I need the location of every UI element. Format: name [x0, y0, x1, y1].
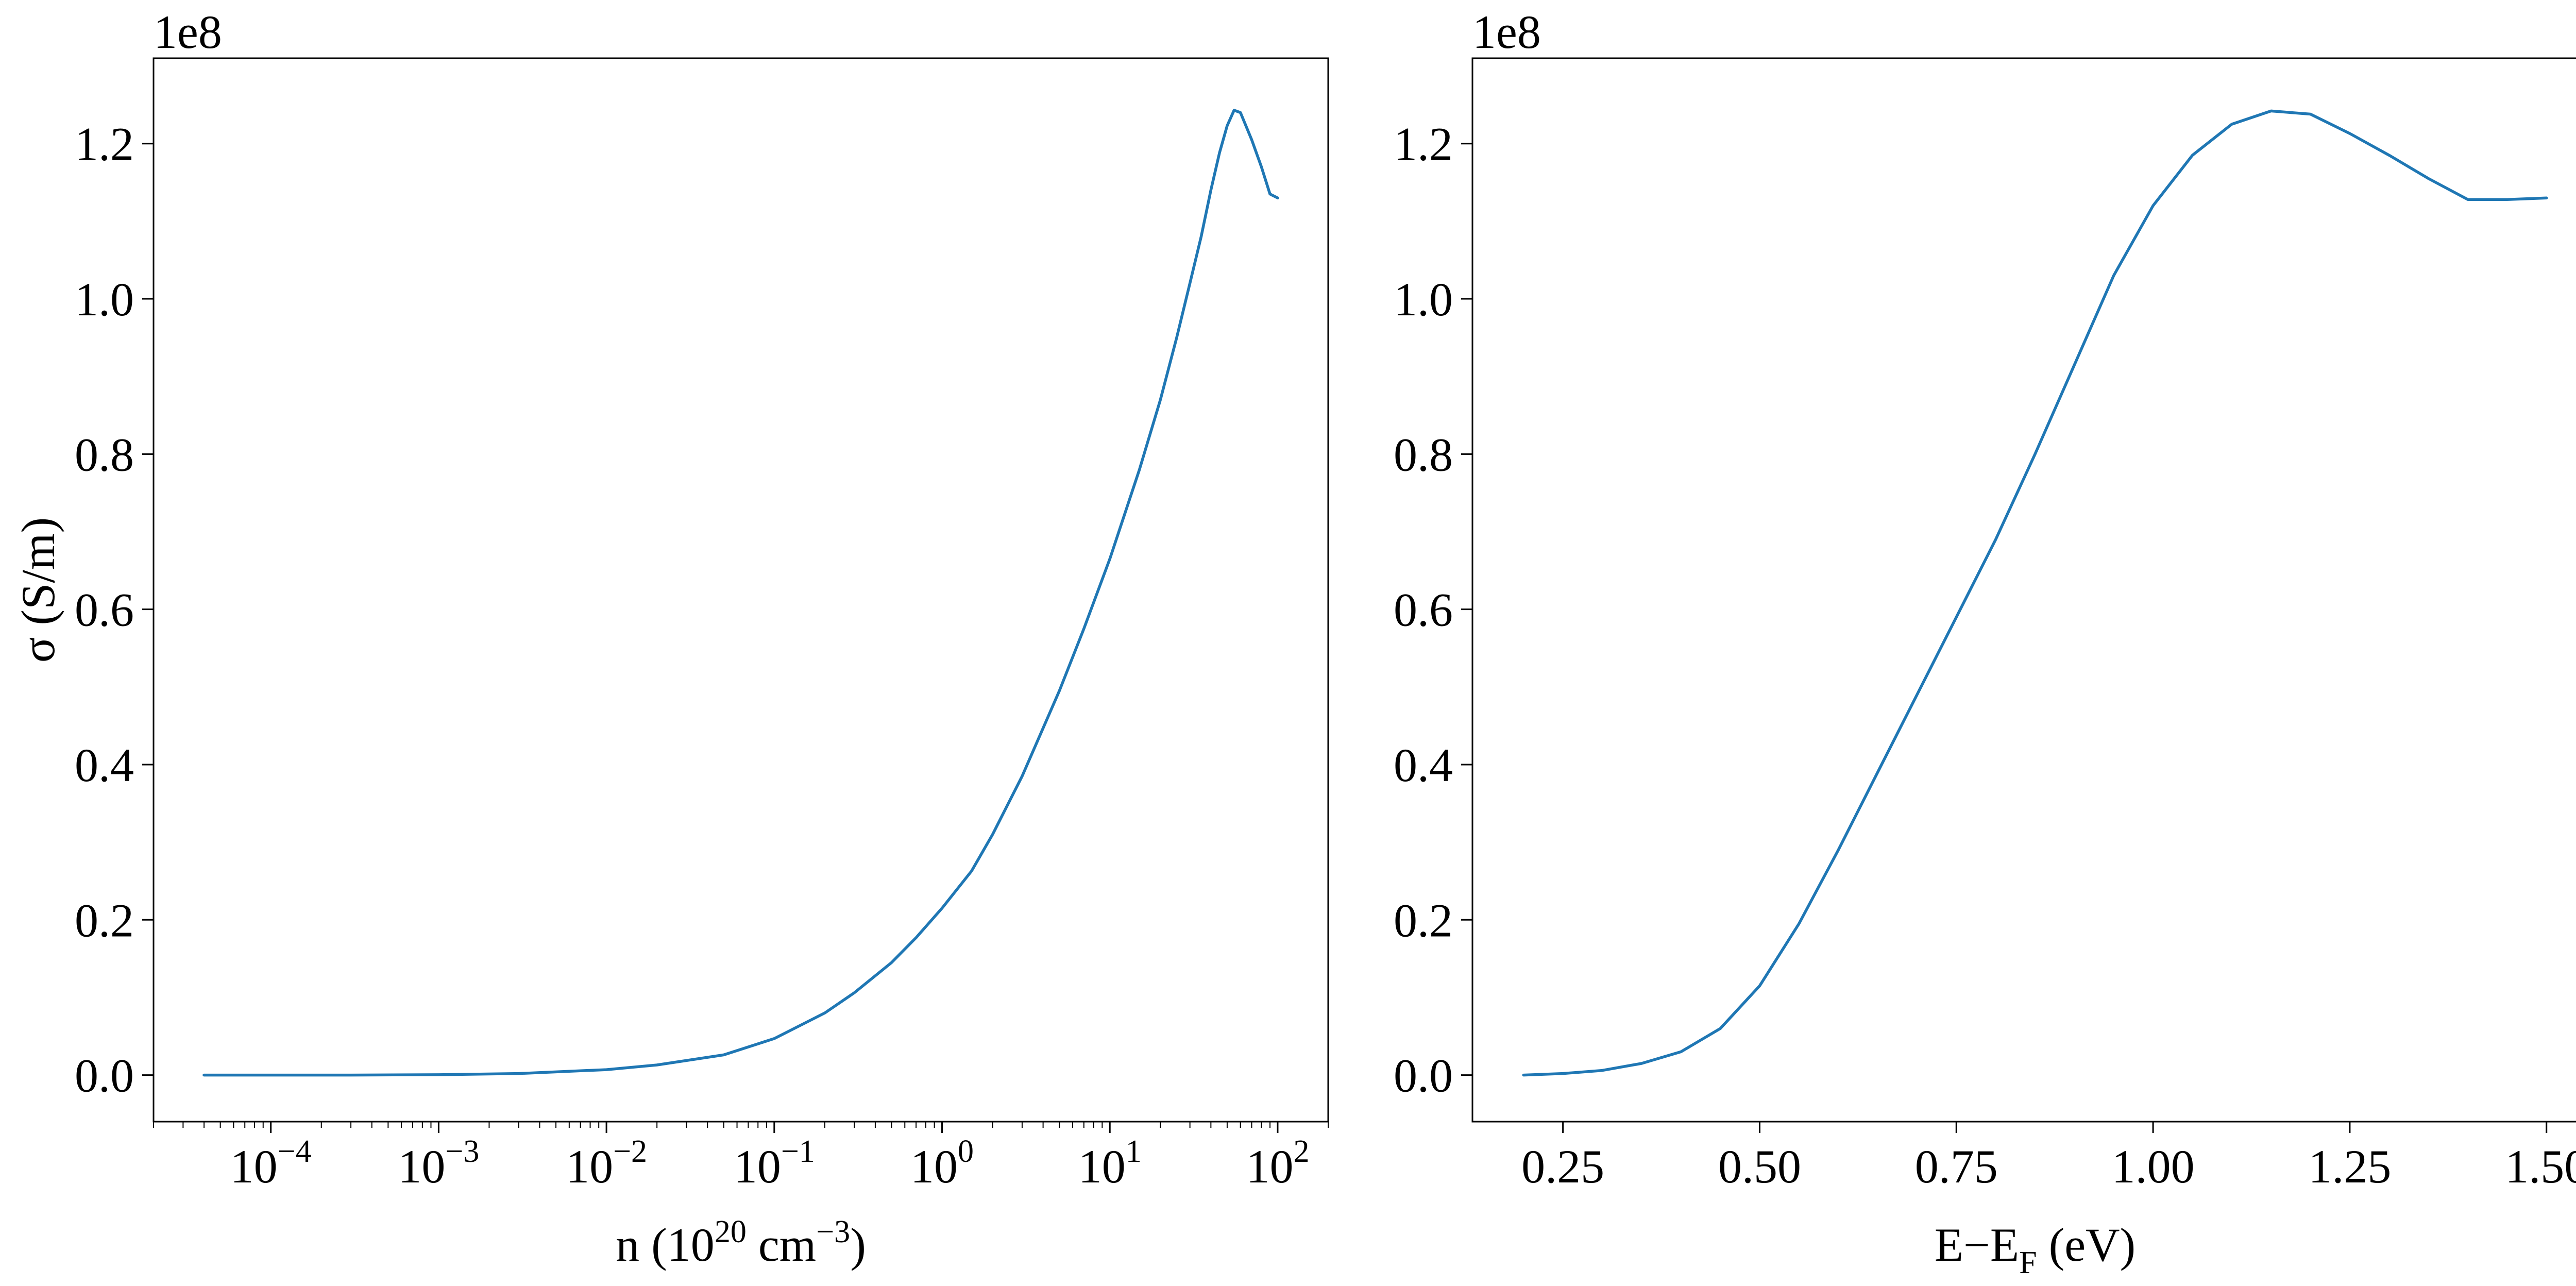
left-x-tick-label: 102 — [1246, 1134, 1309, 1193]
right-series — [1522, 109, 2548, 1077]
right-y-tick-label: 0.4 — [1394, 739, 1453, 791]
right-x-ticks: 0.25 0.50 0.75 1.00 1.25 1.50 — [1521, 1122, 2576, 1193]
left-x-label-mid: cm — [747, 1219, 816, 1271]
left-y-tick-label: 0.4 — [75, 739, 134, 791]
left-x-ticks: 10−4 10−3 10−2 10−1 100 101 102 — [153, 1122, 1329, 1193]
right-x-axis-label: E−EF (eV) — [1935, 1219, 2136, 1280]
right-x-tick-label: 0.50 — [1718, 1140, 1801, 1193]
right-x-label-e2: E — [1990, 1219, 2019, 1271]
right-y-tick-label: 0.8 — [1394, 428, 1453, 481]
left-y-tick-label: 1.0 — [75, 273, 134, 326]
left-x-tick-label: 10−3 — [398, 1134, 479, 1193]
left-y-tick-label: 0.8 — [75, 428, 134, 481]
right-x-label-pre: E — [1935, 1219, 1963, 1271]
left-x-tick-label: 10−2 — [566, 1134, 647, 1193]
left-y-axis-label: σ (S/m) — [12, 517, 64, 663]
right-offset-label: 1e8 — [1472, 6, 1541, 58]
left-y-tick-label: 1.2 — [75, 118, 134, 171]
right-x-label-minus: − — [1963, 1219, 1990, 1271]
right-x-label-post: (eV) — [2037, 1219, 2136, 1271]
left-x-label-pre: n (10 — [616, 1219, 715, 1271]
left-x-tick-label: 100 — [910, 1134, 974, 1193]
right-plot-frame — [1471, 57, 2576, 1123]
left-x-label-sup1: 20 — [715, 1214, 747, 1249]
left-y-tick-label: 0.6 — [75, 584, 134, 636]
right-x-tick-label: 0.25 — [1521, 1140, 1604, 1193]
right-x-tick-label: 0.75 — [1915, 1140, 1998, 1193]
left-x-label-post: ) — [850, 1219, 866, 1271]
left-y-ticks: 0.0 0.2 0.4 0.6 0.8 1.0 1.2 — [75, 118, 154, 1102]
right-y-tick-label: 0.2 — [1394, 894, 1453, 946]
left-series — [202, 109, 1279, 1077]
left-y-tick-label: 0.2 — [75, 894, 134, 946]
right-y-tick-label: 0.6 — [1394, 584, 1453, 636]
right-panel: 0.0 0.2 0.4 0.6 0.8 1.0 1.2 0.25 0.50 0.75 1.00 1.… — [1394, 6, 2576, 1280]
right-x-label-sub: F — [2019, 1245, 2037, 1280]
left-panel: 0.00.20.40.60.81.01.2 10−4 10−3 10−2 10−1 10… — [12, 6, 1329, 1271]
left-plot-frame — [152, 57, 1329, 1123]
left-x-label-sup2: −3 — [816, 1214, 850, 1249]
right-y-tick-label: 1.2 — [1394, 118, 1453, 171]
left-y-tick-label: 0.0 — [75, 1050, 134, 1102]
left-series-line — [202, 109, 1279, 1077]
right-y-ticks: 0.0 0.2 0.4 0.6 0.8 1.0 1.2 — [1394, 118, 1472, 1102]
right-series-line — [1522, 109, 2548, 1077]
right-x-tick-label: 1.25 — [2308, 1140, 2391, 1193]
left-x-tick-label: 10−4 — [230, 1134, 312, 1193]
left-x-tick-label: 101 — [1078, 1134, 1142, 1193]
left-x-tick-label: 10−1 — [734, 1134, 815, 1193]
right-y-tick-label: 1.0 — [1394, 273, 1453, 326]
right-x-tick-label: 1.50 — [2505, 1140, 2576, 1193]
left-offset-label: 1e8 — [154, 6, 222, 58]
right-x-tick-label: 1.00 — [2112, 1140, 2195, 1193]
left-x-axis-label: n (1020 cm−3) — [616, 1214, 866, 1271]
right-y-tick-label: 0.0 — [1394, 1050, 1453, 1102]
